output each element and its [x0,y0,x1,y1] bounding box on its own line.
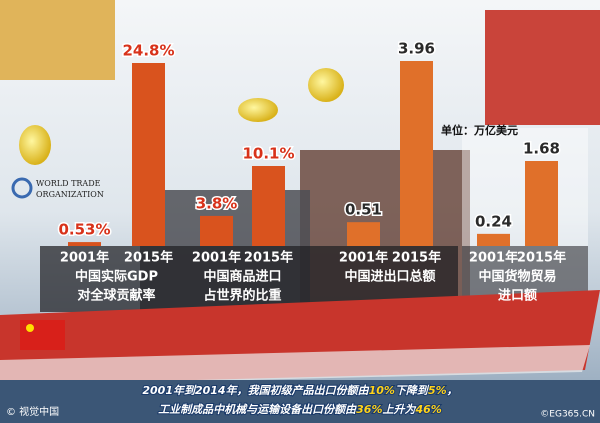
ship-stripe [0,345,590,386]
chart-title: 中国实际GDP [75,269,158,285]
value-label: 3.96 [398,40,435,58]
footer-line: 2001年到2014年，我国初级产品出口份额由10%下降到5%， [142,384,457,397]
category-label: 2015年 [517,250,566,266]
footer-highlight: 10% [369,384,395,397]
logo-mark [11,177,33,199]
logo-text: WORLD TRADE [36,179,101,188]
footer-text: ， [447,384,458,397]
category-label: 2001年 [339,250,388,266]
chart-title: 中国商品进口 [203,269,281,285]
category-label: 2015年 [244,250,293,266]
bar [68,242,101,246]
flag [20,320,65,350]
value-label: 3.8% [196,194,238,212]
chart-title: 占世界的比重 [203,288,281,304]
category-label: 2001年 [60,250,109,266]
unit-label: 单位：万亿美元 [441,123,518,137]
chart-title: 中国进出口总额 [344,269,435,285]
hanging-container [485,10,600,125]
coin [238,98,278,122]
value-label: 0.51 [345,201,382,219]
value-label: 0.24 [475,212,512,230]
value-label: 0.53% [58,221,110,239]
category-label: 2001年 [192,250,241,266]
bar [132,63,165,246]
coin [308,68,344,102]
bar [252,166,285,246]
footer-text: 2001年到2014年，我国初级产品出口份额由 [142,384,369,397]
footer-line: 工业制成品中机械与运输设备出口份额由36%上升为46% [158,403,442,416]
footer-highlight: 5% [428,384,447,397]
category-label: 2001年 [469,250,518,266]
hanging-container [0,0,115,80]
bar [525,161,558,246]
category-label: 2015年 [124,250,173,266]
footer-text: 上升为 [383,403,417,416]
value-label: 10.1% [242,145,294,163]
bar [400,61,433,246]
chart-title: 对全球贡献率 [77,288,155,304]
credit: ©EG365.CN [540,410,595,420]
footer-text: 工业制成品中机械与运输设备出口份额由 [158,403,357,416]
footer-text: 下降到 [395,384,430,397]
coin [19,125,51,165]
credit: © 视觉中国 [6,405,59,418]
chart-title: 中国货物贸易 [478,269,556,285]
chart-title: 进口额 [498,288,537,304]
bar [347,222,380,246]
logo-text: ORGANIZATION [36,190,104,199]
value-label: 24.8% [122,42,174,60]
sea [0,380,600,423]
bar [477,233,510,246]
category-label: 2015年 [392,250,441,266]
flag-star [26,324,34,332]
bar [200,215,233,246]
value-label: 1.68 [523,140,560,158]
footer-highlight: 46% [415,403,442,416]
footer-highlight: 36% [356,403,382,416]
